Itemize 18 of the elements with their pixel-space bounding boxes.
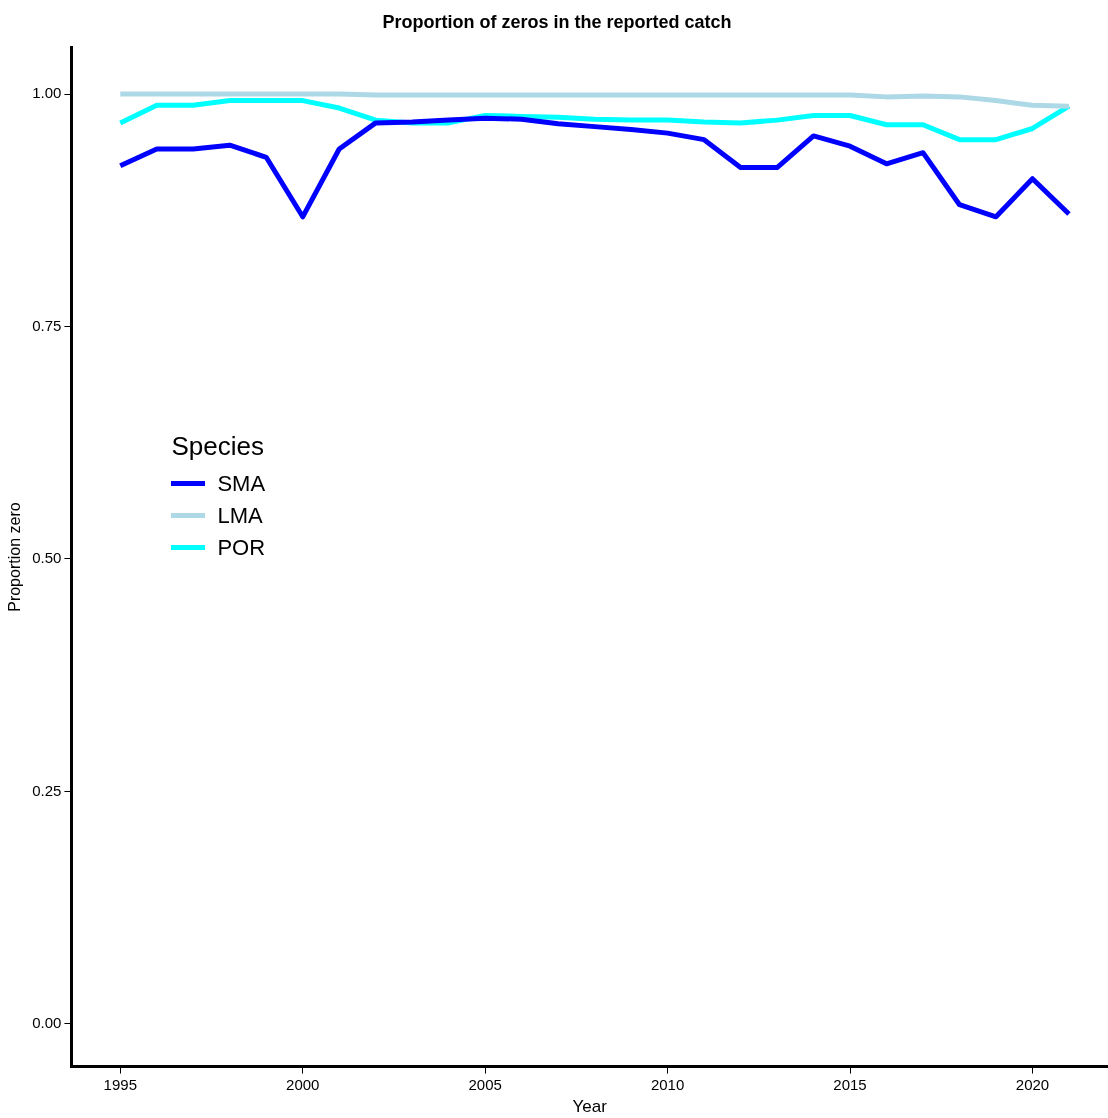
y-tick-label: 1.00	[32, 84, 62, 102]
x-tick-label: 1995	[103, 1075, 137, 1093]
y-tick-label: 0.75	[32, 316, 62, 334]
x-tick-label: 2005	[468, 1075, 502, 1093]
legend-title: Species	[171, 430, 265, 462]
y-tick-label: 0.00	[32, 1013, 62, 1031]
legend-label: LMA	[217, 502, 263, 529]
chart-title: Proportion of zeros in the reported catch	[382, 11, 732, 32]
y-tick-label: 0.50	[32, 549, 62, 567]
y-axis-title: Proportion zero	[6, 502, 24, 612]
x-tick-label: 2020	[1015, 1075, 1050, 1093]
x-axis-title: Year	[572, 1097, 608, 1117]
legend-label: SMA	[217, 470, 266, 497]
legend-label: POR	[217, 534, 266, 561]
x-tick-label: 2000	[286, 1075, 320, 1093]
y-tick-label: 0.25	[32, 781, 62, 799]
x-tick-label: 2010	[650, 1075, 685, 1093]
x-tick-label: 2015	[833, 1075, 867, 1093]
